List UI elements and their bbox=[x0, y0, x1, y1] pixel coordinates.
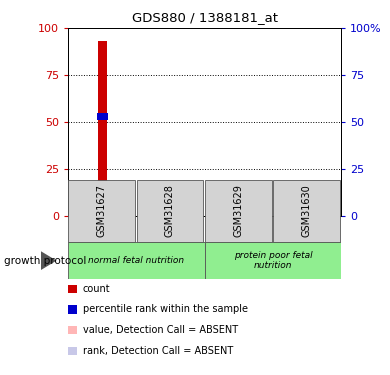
Bar bbox=[97, 112, 108, 120]
Bar bbox=[68, 180, 135, 242]
Bar bbox=[301, 191, 313, 216]
Text: GSM31628: GSM31628 bbox=[165, 184, 175, 237]
Text: count: count bbox=[83, 284, 110, 294]
Bar bbox=[136, 180, 204, 242]
Bar bbox=[233, 184, 245, 216]
Bar bbox=[273, 180, 340, 242]
Text: normal fetal nutrition: normal fetal nutrition bbox=[89, 256, 184, 265]
Text: growth protocol: growth protocol bbox=[4, 256, 86, 266]
Bar bbox=[68, 242, 205, 279]
Polygon shape bbox=[41, 251, 57, 270]
Bar bbox=[205, 180, 271, 242]
Text: value, Detection Call = ABSENT: value, Detection Call = ABSENT bbox=[83, 325, 238, 335]
Text: rank, Detection Call = ABSENT: rank, Detection Call = ABSENT bbox=[83, 346, 233, 355]
Bar bbox=[160, 197, 181, 216]
Text: GSM31629: GSM31629 bbox=[233, 184, 243, 237]
Bar bbox=[205, 242, 341, 279]
Title: GDS880 / 1388181_at: GDS880 / 1388181_at bbox=[132, 11, 278, 24]
Text: GSM31627: GSM31627 bbox=[97, 184, 107, 237]
Bar bbox=[98, 41, 107, 216]
Bar bbox=[229, 189, 249, 216]
Text: percentile rank within the sample: percentile rank within the sample bbox=[83, 304, 248, 314]
Bar bbox=[297, 197, 317, 216]
Bar bbox=[165, 193, 177, 216]
Text: GSM31630: GSM31630 bbox=[301, 184, 312, 237]
Text: protein poor fetal
nutrition: protein poor fetal nutrition bbox=[234, 251, 312, 270]
